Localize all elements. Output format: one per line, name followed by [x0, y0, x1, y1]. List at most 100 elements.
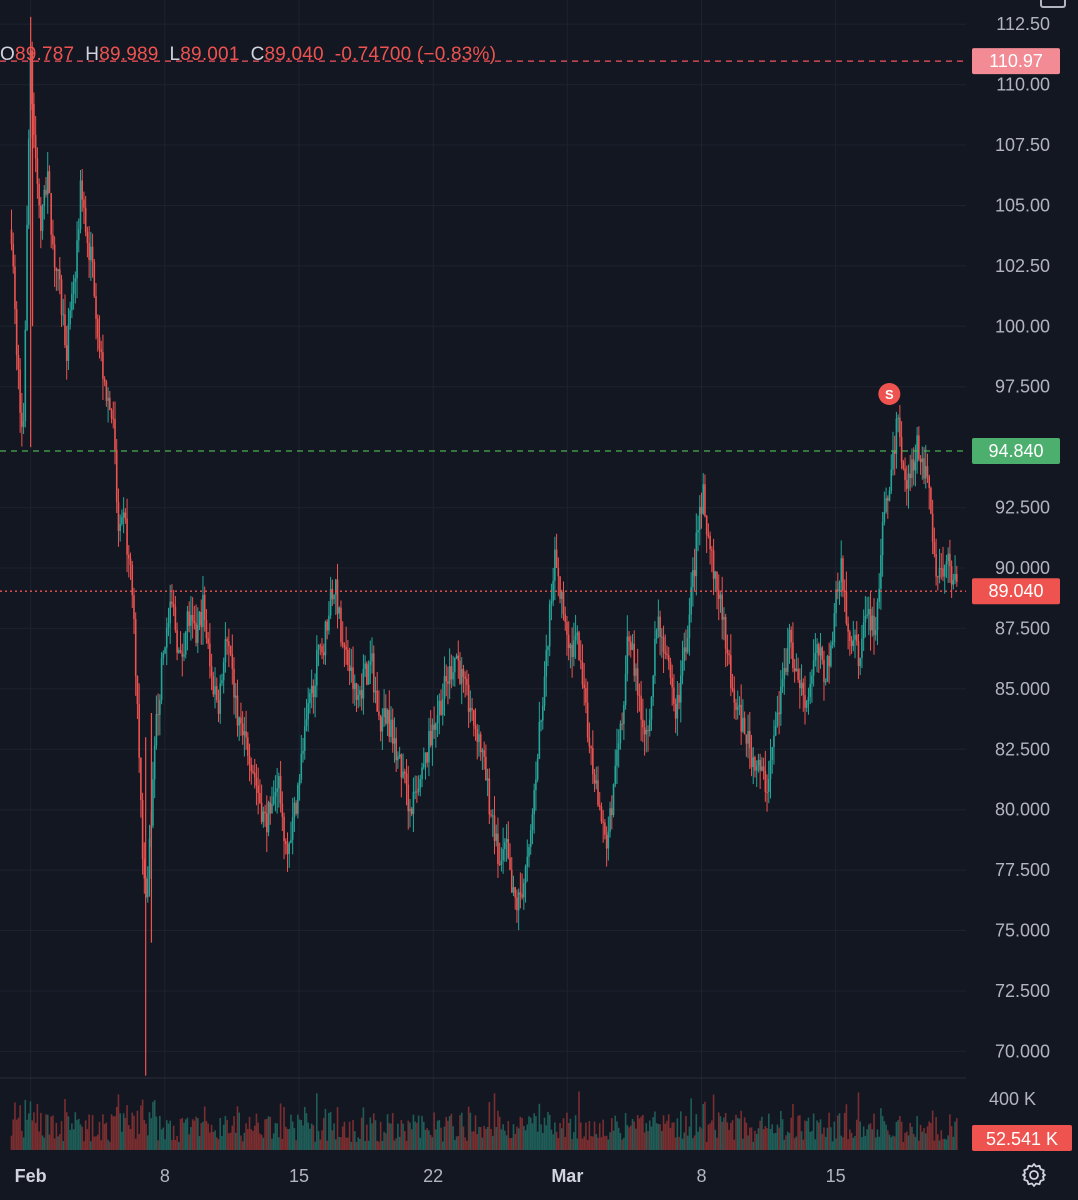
volume-bar [391, 1113, 394, 1150]
fullscreen-icon[interactable] [1040, 0, 1066, 8]
candle-body [372, 653, 375, 693]
candle-body [117, 502, 120, 531]
candle-body [46, 171, 49, 195]
volume-bar [711, 1120, 713, 1150]
volume-bar [914, 1136, 917, 1150]
candle-body [498, 863, 501, 865]
candle-body [573, 640, 575, 658]
volume-bar [114, 1116, 116, 1150]
candle-body [935, 554, 937, 577]
time-axis[interactable]: Feb 8 15 22 Mar 8 15 [15, 1166, 846, 1186]
volume-bar [440, 1127, 442, 1150]
candle-body [478, 734, 480, 742]
candle-body [309, 693, 311, 704]
volume-bar [404, 1131, 406, 1150]
candle-body [836, 589, 839, 592]
volume-bar [91, 1115, 94, 1150]
volume-bar [740, 1110, 742, 1150]
volume-bar [562, 1118, 565, 1150]
candle-body [755, 765, 758, 771]
candle-body [302, 750, 304, 754]
volume-bar [805, 1121, 808, 1150]
candle-body [136, 675, 139, 704]
volume-bar [780, 1110, 782, 1150]
candle-body [212, 676, 215, 695]
volume-bar [290, 1114, 292, 1150]
volume-bar [887, 1130, 889, 1150]
candle-body [188, 611, 190, 626]
candle-body [143, 859, 146, 879]
candle-body [780, 686, 782, 715]
volume-bar [50, 1116, 52, 1150]
candle-body [643, 727, 646, 735]
volume-bar [350, 1141, 353, 1150]
volume-bar [579, 1122, 582, 1150]
volume-bar [683, 1132, 686, 1150]
volume-bar [471, 1131, 473, 1150]
volume-bar [735, 1114, 737, 1150]
candle-body [516, 897, 518, 911]
volume-bar [31, 1120, 33, 1150]
candle-body [664, 652, 667, 654]
candle-body [616, 749, 618, 766]
candle-body [276, 788, 278, 792]
candle-body [792, 642, 794, 669]
candle-body [179, 650, 182, 653]
sell-marker[interactable]: S [878, 382, 901, 405]
y-tick-label: 87.500 [995, 618, 1050, 638]
candle-body [918, 435, 920, 460]
candle-body [538, 721, 541, 759]
candle-body [269, 802, 272, 814]
volume-bar [840, 1135, 843, 1150]
candle-body [842, 558, 844, 591]
volume-bar [759, 1120, 761, 1150]
volume-bar [876, 1129, 879, 1150]
volume-bar [198, 1136, 201, 1150]
candle-body [222, 661, 225, 681]
volume-bar [905, 1131, 908, 1150]
candle-body [438, 700, 441, 715]
candle-body [483, 750, 485, 757]
candle-body [629, 641, 632, 650]
volume-bar [555, 1131, 558, 1150]
candle-body [690, 587, 692, 615]
candle-body [631, 643, 634, 650]
candle-body [376, 690, 378, 712]
price-axis[interactable]: 112.50 110.00 107.50 105.00 102.50 100.00 97.5… [972, 14, 1072, 1151]
candle-body [781, 679, 784, 687]
candle-body [857, 641, 860, 667]
volume-bar [138, 1133, 140, 1150]
candle-body [555, 549, 558, 569]
candle-body [873, 615, 875, 636]
candle-body [818, 644, 820, 656]
volume-bar [757, 1128, 760, 1150]
candle-body [366, 663, 368, 685]
candle-body [893, 451, 896, 454]
candle-body [507, 839, 510, 858]
candle-body [15, 309, 18, 355]
volume-bar [902, 1141, 905, 1150]
candle-body [505, 839, 508, 843]
candle-body [407, 784, 410, 812]
volume-bar [191, 1119, 194, 1150]
candle-body [105, 381, 108, 401]
candle-body [942, 568, 944, 577]
volume-bar [205, 1120, 208, 1150]
candle-body [371, 653, 373, 662]
volume-bar [12, 1119, 15, 1150]
volume-bar [210, 1124, 213, 1150]
volume-bar [809, 1131, 811, 1150]
candle-body [490, 814, 492, 816]
candle-body [247, 737, 249, 756]
volume-bar [329, 1111, 332, 1150]
candle-body [374, 690, 377, 693]
candle-body [738, 704, 741, 707]
candle-body [440, 700, 442, 715]
candle-body [650, 697, 653, 720]
volume-bar [709, 1123, 711, 1150]
settings-icon[interactable] [1021, 1162, 1047, 1188]
volume-bar [435, 1129, 437, 1150]
volume-bar [167, 1123, 170, 1150]
volume-bar [300, 1119, 303, 1150]
